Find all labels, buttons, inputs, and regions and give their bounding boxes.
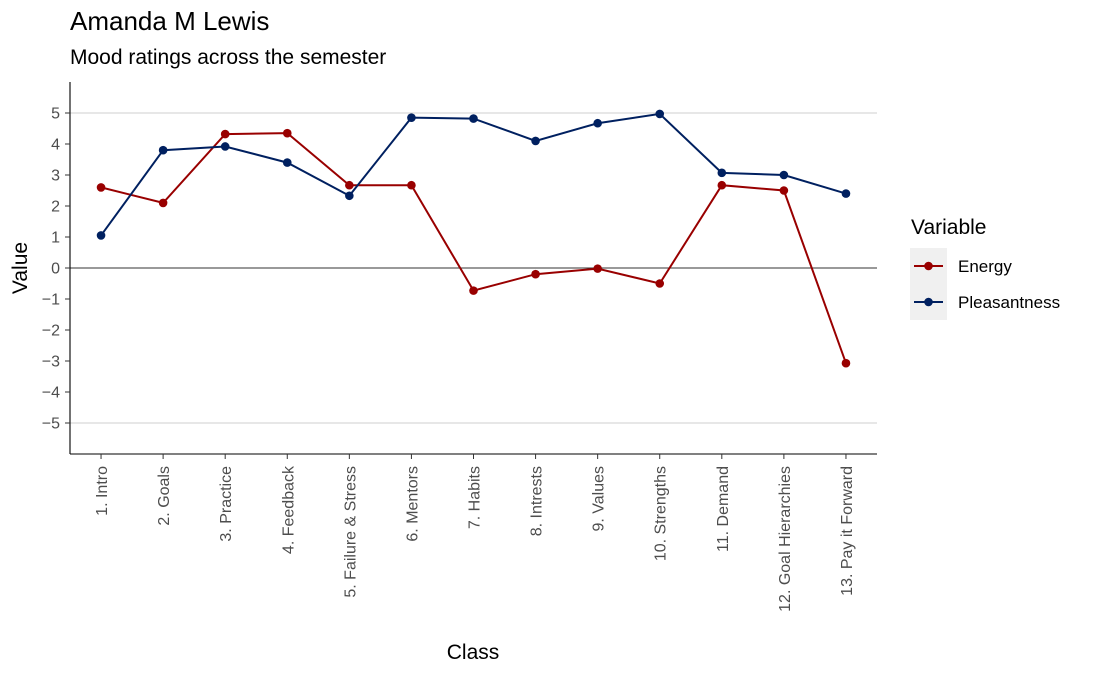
data-point-pleasantness bbox=[841, 189, 851, 198]
x-tick-label: 5. Failure & Stress bbox=[342, 466, 359, 598]
series-line-energy bbox=[100, 132, 847, 364]
data-point-energy bbox=[717, 180, 727, 190]
x-tick-label: 6. Mentors bbox=[404, 466, 421, 542]
y-tick-label: 3 bbox=[51, 168, 60, 185]
data-point-pleasantness bbox=[717, 168, 727, 178]
x-tick-label: 12. Goal Hierarchies bbox=[777, 466, 794, 612]
legend-key-background bbox=[910, 248, 947, 320]
y-axis-title: Value bbox=[9, 242, 32, 294]
data-point-pleasantness bbox=[531, 136, 540, 146]
x-tick-label: 7. Habits bbox=[467, 466, 484, 529]
y-tick-label: −5 bbox=[42, 416, 60, 433]
legend: Variable Energy Pleasantness bbox=[910, 216, 1060, 320]
y-tick-label: 4 bbox=[51, 137, 60, 154]
data-point-energy bbox=[282, 128, 292, 138]
data-point-energy bbox=[841, 358, 851, 368]
x-tick-label: 13. Pay it Forward bbox=[839, 466, 856, 596]
y-tick-label: 0 bbox=[51, 261, 60, 278]
data-point-pleasantness bbox=[345, 191, 354, 201]
y-tick-label: −4 bbox=[42, 385, 60, 402]
legend-key-point-pleasantness bbox=[924, 297, 933, 307]
data-point-energy bbox=[407, 180, 416, 190]
y-tick-label: −2 bbox=[42, 323, 60, 340]
x-tick-label: 1. Intro bbox=[94, 466, 111, 516]
data-point-pleasantness bbox=[220, 142, 230, 151]
data-point-energy bbox=[220, 129, 230, 139]
y-tick-label: 1 bbox=[51, 230, 60, 247]
x-tick-label: 10. Strengths bbox=[653, 466, 670, 561]
y-tick-label: 2 bbox=[51, 199, 60, 216]
legend-key-point-energy bbox=[924, 261, 933, 271]
x-tick-label: 9. Values bbox=[591, 466, 608, 532]
legend-label-energy: Energy bbox=[958, 257, 1012, 276]
plot-area: −5 −4 −3 −2 −1 0 1 2 3 4 5 1. Intro 2. Goals 3. Pract… bbox=[42, 82, 877, 612]
data-point-energy bbox=[593, 264, 602, 273]
legend-title: Variable bbox=[911, 216, 987, 239]
data-point-energy bbox=[469, 286, 478, 295]
data-point-energy bbox=[345, 180, 354, 190]
data-point-energy bbox=[655, 279, 665, 288]
y-tick-label: 5 bbox=[51, 106, 60, 123]
chart-title: Amanda M Lewis bbox=[70, 6, 269, 36]
data-point-pleasantness bbox=[407, 113, 416, 122]
data-point-pleasantness bbox=[655, 109, 665, 119]
y-tick-label: −3 bbox=[42, 354, 60, 371]
y-tick-label: −1 bbox=[42, 292, 60, 309]
data-point-pleasantness bbox=[158, 145, 168, 155]
chart-subtitle: Mood ratings across the semester bbox=[70, 46, 386, 69]
legend-label-pleasantness: Pleasantness bbox=[958, 293, 1060, 312]
x-tick-label: 8. Intrests bbox=[529, 466, 546, 536]
data-point-pleasantness bbox=[282, 158, 292, 167]
x-tick-label: 3. Practice bbox=[218, 466, 235, 542]
series-line-pleasantness bbox=[100, 112, 847, 237]
data-point-pleasantness bbox=[469, 114, 478, 123]
x-tick-label: 11. Demand bbox=[715, 466, 732, 552]
data-point-pleasantness bbox=[779, 170, 789, 180]
data-point-energy bbox=[96, 183, 106, 192]
data-point-energy bbox=[531, 269, 540, 279]
x-tick-label: 4. Feedback bbox=[280, 465, 297, 554]
data-point-energy bbox=[158, 198, 168, 208]
x-tick-label: 2. Goals bbox=[156, 466, 173, 526]
data-point-energy bbox=[779, 186, 789, 195]
data-point-pleasantness bbox=[96, 231, 106, 240]
x-axis-title: Class bbox=[447, 641, 500, 664]
data-point-pleasantness bbox=[593, 118, 602, 128]
